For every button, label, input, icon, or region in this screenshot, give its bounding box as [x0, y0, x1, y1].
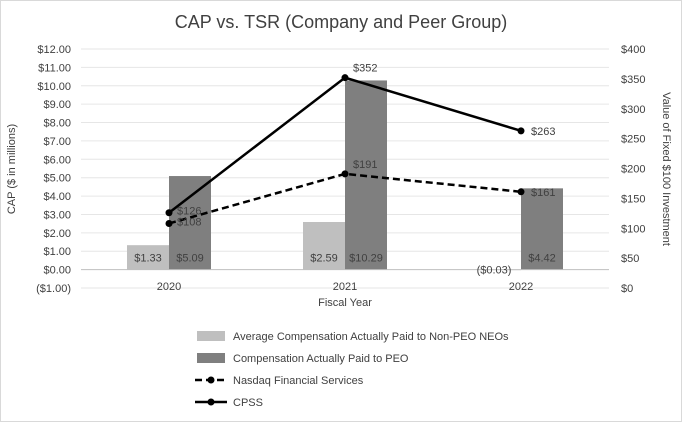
- bar: [521, 188, 563, 270]
- y2-tick-label: $250: [621, 134, 645, 146]
- line-data-label: $108: [177, 216, 201, 228]
- bar-data-label: $1.33: [134, 253, 162, 265]
- y-tick-label: $5.00: [43, 173, 71, 185]
- y2-tick-label: $400: [621, 44, 645, 56]
- series-marker: [341, 170, 349, 178]
- series-marker: [165, 209, 173, 217]
- y-tick-label: $8.00: [43, 118, 71, 130]
- x-tick-label: 2021: [333, 281, 357, 293]
- bar: [303, 221, 345, 270]
- y2-tick-label: $200: [621, 164, 645, 176]
- legend-marker: [207, 398, 215, 406]
- y2-tick-label: $100: [621, 223, 645, 235]
- legend-label: CPSS: [233, 397, 263, 409]
- legend-label: Nasdaq Financial Services: [233, 375, 364, 387]
- y-tick-label: $3.00: [43, 209, 71, 221]
- x-tick-label: 2022: [509, 281, 533, 293]
- bar: [169, 176, 211, 270]
- y-tick-label: $9.00: [43, 99, 71, 111]
- right-axis-ticks: $0 $50 $100 $150 $200 $250 $300 $350 $400: [621, 44, 645, 295]
- bar-data-label: $5.09: [176, 253, 204, 265]
- y2-tick-label: $350: [621, 74, 645, 86]
- bar-data-label: ($0.03): [477, 265, 512, 277]
- x-axis-title: Fiscal Year: [318, 297, 372, 309]
- bar-data-label: $10.29: [349, 253, 383, 265]
- y-tick-label: $7.00: [43, 136, 71, 148]
- legend-marker: [207, 376, 215, 384]
- y-tick-label: $2.00: [43, 228, 71, 240]
- y-tick-label: $4.00: [43, 191, 71, 203]
- line-data-label: $126: [177, 206, 201, 218]
- left-axis-ticks: ($1.00) $0.00 $1.00 $2.00 $3.00 $4.00 $5.00 $6.…: [36, 44, 71, 295]
- line-data-label: $191: [353, 159, 377, 171]
- series-marker: [341, 74, 349, 82]
- bar: [127, 245, 169, 270]
- legend-swatch: [197, 353, 225, 363]
- legend: Average Compensation Actually Paid to No…: [195, 331, 509, 409]
- series-marker: [165, 219, 173, 227]
- line-data-label: $161: [531, 187, 555, 199]
- y2-tick-label: $0: [621, 283, 633, 295]
- y-tick-label: $10.00: [37, 81, 71, 93]
- legend-label: Compensation Actually Paid to PEO: [233, 353, 409, 365]
- y-tick-label: $6.00: [43, 154, 71, 166]
- y2-tick-label: $300: [621, 104, 645, 116]
- data-labels: $1.33 $2.59 ($0.03) $5.09 $10.29 $4.42 $108 $19…: [134, 63, 556, 277]
- legend-swatch: [197, 331, 225, 341]
- line-data-label: $352: [353, 63, 377, 75]
- bar-data-label: $2.59: [310, 253, 338, 265]
- bar-data-label: $4.42: [528, 253, 556, 265]
- x-tick-label: 2020: [157, 281, 181, 293]
- y-tick-label: ($1.00): [36, 283, 71, 295]
- series-marker: [517, 127, 525, 135]
- line-data-label: $263: [531, 126, 555, 138]
- x-axis-ticks: 2020 2021 2022: [157, 281, 533, 293]
- y-tick-label: $1.00: [43, 246, 71, 258]
- y-axis-title: CAP ($ in millions): [6, 124, 18, 214]
- y-tick-label: $11.00: [38, 62, 71, 74]
- series-marker: [517, 188, 525, 196]
- chart-title: CAP vs. TSR (Company and Peer Group): [175, 12, 507, 32]
- y2-tick-label: $150: [621, 193, 645, 205]
- y-tick-label: $0.00: [43, 265, 71, 277]
- y2-axis-title: Value of Fixed $100 Investment: [660, 92, 672, 246]
- legend-label: Average Compensation Actually Paid to No…: [233, 331, 509, 343]
- y2-tick-label: $50: [621, 253, 639, 265]
- line-series: [165, 74, 525, 227]
- y-tick-label: $12.00: [37, 44, 71, 56]
